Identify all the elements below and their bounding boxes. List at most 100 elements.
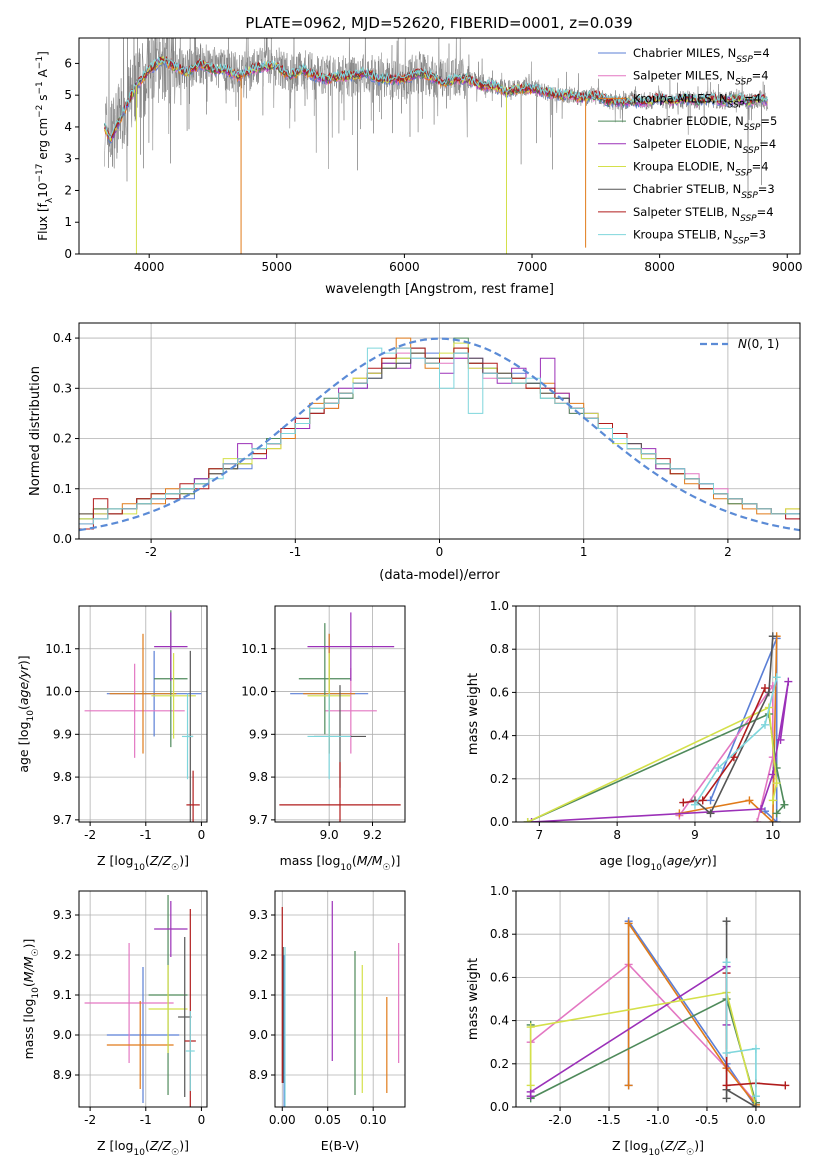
weight-line (529, 991, 757, 1107)
age_vs_Z-frame (78, 605, 208, 823)
y-tick-label: 9.3 (249, 908, 268, 922)
y-tick-label: 0.8 (490, 642, 509, 656)
legend-label: Salpeter MILES, NSSP=4 (633, 69, 769, 88)
spectrum-plot-area (104, 38, 769, 254)
x-tick-label: 5000 (262, 260, 293, 274)
y-tick-label: 9.1 (249, 988, 268, 1002)
x-tick-label: 1 (580, 545, 588, 559)
x-axis-label: E(B-V) (321, 1138, 360, 1153)
y-tick-label: 9.2 (53, 948, 72, 962)
weight-line (683, 687, 766, 804)
mass_vs_ebv-plot-area (281, 901, 400, 1107)
x-tick-label: 7 (536, 828, 544, 842)
x-tick-label: 0 (436, 545, 444, 559)
y-axis-label: Flux [fλ10−17 erg cm−2 s−1 A−1] (35, 51, 55, 241)
y-tick-label: 0.2 (53, 432, 72, 446)
y-tick-label: 9.8 (53, 770, 72, 784)
x-tick-label: 10 (765, 828, 780, 842)
mass_vs_Z-plot-area (84, 895, 196, 1107)
y-tick-label: 0.0 (53, 532, 72, 546)
spectrum-axes: 4000 5000 6000 7000 8000 9000 0 1 2 3 4 5 6 (64, 37, 803, 274)
weight-line (527, 706, 778, 822)
age_vs_mass-frame (274, 605, 406, 823)
x-tick-label: -2.0 (548, 1113, 571, 1127)
legend-label: Chabrier STELIB, NSSP=3 (633, 182, 775, 201)
y-tick-label: 0.2 (490, 1057, 509, 1071)
age_vs_Z-plot-area (84, 610, 202, 822)
figure-title: PLATE=0962, MJD=52620, FIBERID=0001, z=0… (245, 14, 632, 32)
mass_vs_Z-axes: -2 -1 0 8.9 9.0 9.1 9.2 9.3 (53, 890, 208, 1127)
y-tick-label: 9.2 (249, 948, 268, 962)
y-tick-label: 9.9 (249, 727, 268, 741)
mass_vs_ebv-frame (274, 890, 406, 1108)
model-spectrum-line (104, 57, 768, 139)
x-tick-label: 0 (198, 1113, 206, 1127)
y-tick-label: 10.1 (241, 642, 268, 656)
legend-label: Salpeter ELODIE, NSSP=4 (633, 137, 776, 156)
x-tick-label: -1 (140, 828, 152, 842)
y-tick-label: 8.9 (53, 1068, 72, 1082)
y-tick-label: 8.9 (249, 1068, 268, 1082)
x-axis-label: Z [log10(Z/Z☉)] (97, 1138, 189, 1158)
weight_vs_Z-plot-area (526, 917, 790, 1107)
y-tick-label: 0.3 (53, 381, 72, 395)
x-axis-label: mass [log10(M/M☉)] (280, 853, 401, 873)
x-tick-label: -2 (145, 545, 157, 559)
y-tick-label: 4 (64, 120, 72, 134)
x-tick-label: 6000 (389, 260, 420, 274)
y-tick-label: 9.9 (53, 727, 72, 741)
y-tick-label: 9.1 (53, 988, 72, 1002)
weight-line (694, 677, 778, 806)
x-axis-label: age [log10(age/yr)] (599, 853, 716, 873)
y-axis-label: Normed distribution (28, 366, 43, 496)
y-tick-label: 5 (64, 88, 72, 102)
legend-label: N(0, 1) (738, 337, 779, 351)
y-tick-label: 2 (64, 183, 72, 197)
y-axis-label: mass weight (466, 673, 481, 755)
weight-line (725, 962, 757, 1097)
y-tick-label: 1.0 (490, 884, 509, 898)
y-tick-label: 0.8 (490, 927, 509, 941)
x-tick-label: -1 (289, 545, 301, 559)
legend-label: Kroupa MILES, NSSP=4 (633, 91, 761, 110)
legend-label: Chabrier MILES, NSSP=4 (633, 46, 770, 65)
x-tick-label: 0.0 (746, 1113, 765, 1127)
x-axis-label: (data-model)/error (379, 568, 500, 583)
y-tick-label: 0 (64, 247, 72, 261)
age_vs_Z-axes: -2 -1 0 9.7 9.8 9.9 10.0 10.1 (45, 605, 208, 842)
y-tick-label: 3 (64, 152, 72, 166)
x-tick-label: 0.10 (360, 1113, 387, 1127)
y-tick-label: 0.1 (53, 482, 72, 496)
model-spectrum-line (104, 55, 768, 139)
legend-label: Kroupa STELIB, NSSP=3 (633, 228, 766, 247)
y-tick-label: 0.6 (490, 970, 509, 984)
y-tick-label: 1 (64, 215, 72, 229)
legend-label: Salpeter STELIB, NSSP=4 (633, 205, 774, 224)
x-tick-label: 0.05 (314, 1113, 341, 1127)
y-tick-label: 0.4 (490, 729, 509, 743)
x-axis-label: wavelength [Angstrom, rest frame] (325, 282, 554, 297)
x-axis-label: Z [log10(Z/Z☉)] (612, 1138, 704, 1158)
x-tick-label: 9000 (772, 260, 803, 274)
y-tick-label: 0.0 (490, 815, 509, 829)
age_vs_mass-axes: 9.0 9.2 9.7 9.8 9.9 10.0 10.1 (241, 605, 406, 842)
y-axis-label: mass [log10(M/M☉)] (21, 939, 41, 1060)
weight-line (678, 683, 774, 822)
y-tick-label: 9.0 (249, 1028, 268, 1042)
y-axis-label: age [log10(age/yr)] (16, 655, 36, 772)
y-tick-label: 0.4 (490, 1014, 509, 1028)
y-tick-label: 9.7 (53, 813, 72, 827)
y-tick-label: 9.0 (53, 1028, 72, 1042)
y-tick-label: 9.8 (249, 770, 268, 784)
y-tick-label: 10.0 (45, 685, 72, 699)
x-tick-label: 4000 (134, 260, 165, 274)
x-tick-label: 0.00 (269, 1113, 296, 1127)
weight-line (694, 636, 774, 815)
x-tick-label: 8 (613, 828, 621, 842)
gaussian-curve (79, 337, 800, 532)
histogram-step (79, 347, 800, 525)
y-tick-label: 6 (64, 56, 72, 70)
x-tick-label: -2 (84, 1113, 96, 1127)
x-tick-label: -0.5 (695, 1113, 718, 1127)
legend-label: Kroupa ELODIE, NSSP=4 (633, 160, 769, 179)
